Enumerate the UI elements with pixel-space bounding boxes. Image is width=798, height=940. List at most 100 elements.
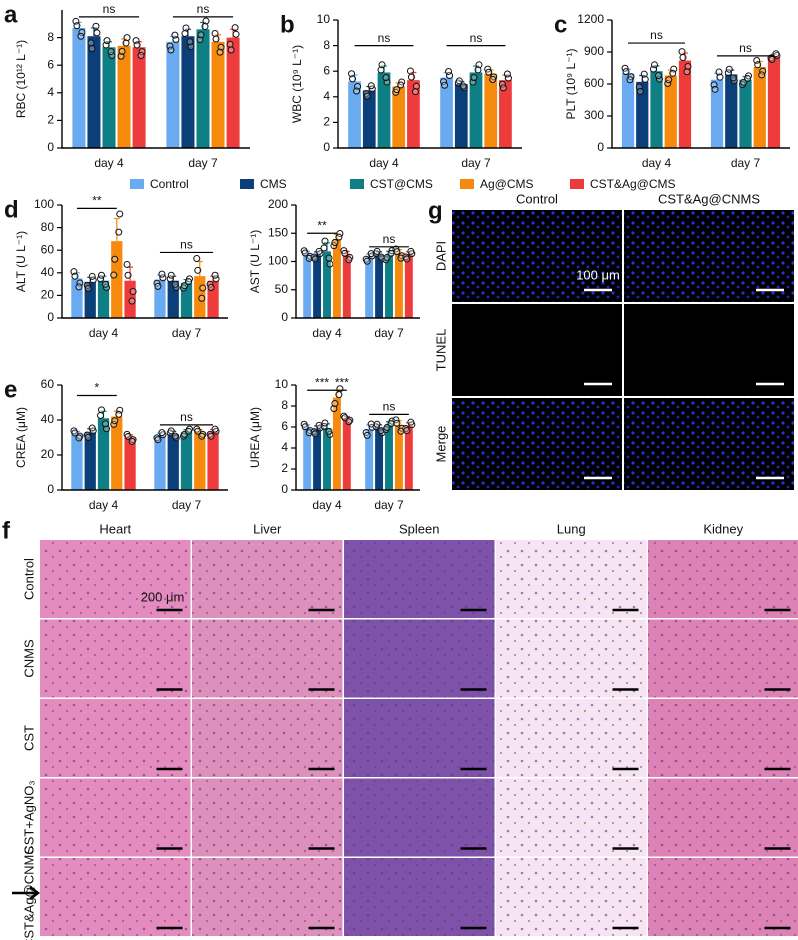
y-tick-label: 20 bbox=[41, 288, 55, 302]
significance-label: ns bbox=[383, 400, 396, 414]
y-tick-label: 40 bbox=[41, 412, 55, 426]
data-dot bbox=[167, 46, 175, 54]
bar bbox=[394, 424, 403, 490]
data-dot bbox=[84, 285, 92, 293]
bar bbox=[71, 278, 83, 318]
y-tick-label: 200 bbox=[268, 197, 288, 211]
data-dot bbox=[669, 69, 677, 77]
y-tick-label: 2 bbox=[281, 461, 288, 475]
x-tick-label: day 7 bbox=[172, 498, 202, 512]
column-header: Control bbox=[516, 191, 558, 206]
data-dot bbox=[115, 228, 123, 236]
data-dot bbox=[678, 48, 686, 56]
data-dot bbox=[475, 61, 483, 69]
data-dot bbox=[403, 427, 411, 435]
histology-texture bbox=[344, 699, 495, 777]
bar bbox=[394, 253, 403, 318]
bar bbox=[484, 73, 498, 148]
bar bbox=[180, 282, 193, 318]
bar bbox=[440, 77, 453, 148]
significance-label: ns bbox=[180, 238, 193, 252]
data-dot bbox=[103, 37, 111, 45]
data-dot bbox=[367, 250, 375, 258]
data-dot bbox=[729, 74, 737, 82]
bar bbox=[407, 80, 420, 148]
significance-label: ** bbox=[92, 194, 102, 208]
histology-texture bbox=[40, 619, 191, 698]
bar bbox=[499, 80, 512, 148]
data-dot bbox=[665, 76, 673, 84]
y-tick-label: 80 bbox=[41, 220, 55, 234]
bar bbox=[154, 279, 166, 318]
data-dot bbox=[754, 61, 762, 69]
data-dot bbox=[383, 253, 391, 261]
panel-letter: c bbox=[554, 11, 567, 38]
data-dot bbox=[124, 271, 132, 279]
column-header: Kidney bbox=[703, 521, 743, 536]
y-tick-label: 0 bbox=[47, 140, 54, 154]
panel-letter: g bbox=[428, 197, 443, 224]
bar bbox=[342, 418, 351, 490]
micrograph-cells bbox=[624, 210, 794, 302]
bar bbox=[196, 29, 210, 148]
data-dot bbox=[331, 239, 339, 247]
scale-label: 100 μm bbox=[576, 267, 620, 282]
data-dot bbox=[768, 55, 776, 63]
bar bbox=[404, 425, 413, 490]
data-dot bbox=[341, 414, 349, 422]
bar bbox=[72, 27, 86, 148]
data-dot bbox=[76, 279, 84, 287]
bar bbox=[181, 36, 195, 148]
histology-texture bbox=[344, 778, 495, 857]
legend-swatch bbox=[240, 179, 254, 189]
panel-letter: f bbox=[2, 517, 11, 544]
data-dot bbox=[640, 70, 648, 78]
data-dot bbox=[301, 249, 309, 257]
y-axis-label: CREA (μM) bbox=[14, 407, 28, 468]
significance-label: ns bbox=[739, 41, 752, 55]
data-dot bbox=[474, 66, 482, 74]
data-dot bbox=[353, 87, 361, 95]
histology-texture bbox=[496, 699, 647, 777]
bar bbox=[124, 280, 136, 318]
data-dot bbox=[367, 82, 375, 90]
column-header: CST&Ag@CNMS bbox=[658, 191, 760, 206]
data-dot bbox=[321, 419, 329, 427]
bar bbox=[154, 435, 166, 490]
data-dot bbox=[181, 282, 188, 290]
bar bbox=[636, 81, 649, 148]
data-dot bbox=[84, 434, 92, 441]
bar bbox=[84, 432, 96, 490]
bar bbox=[211, 41, 225, 148]
bar bbox=[454, 84, 468, 148]
data-dot bbox=[348, 70, 356, 78]
micrograph bbox=[624, 304, 794, 396]
data-dot bbox=[154, 282, 162, 290]
legend-label: Control bbox=[150, 177, 189, 191]
legend-label: CMS bbox=[260, 177, 287, 191]
bar bbox=[87, 36, 101, 148]
bar bbox=[167, 434, 179, 490]
data-dot bbox=[335, 233, 343, 241]
row-label: CST&Ag@CNMS bbox=[21, 846, 36, 940]
x-tick-label: day 7 bbox=[188, 156, 218, 170]
data-dot bbox=[167, 271, 175, 279]
x-tick-label: day 4 bbox=[89, 498, 119, 512]
bar bbox=[167, 280, 179, 318]
bar bbox=[84, 281, 96, 318]
data-dot bbox=[320, 244, 328, 252]
bar bbox=[207, 432, 219, 490]
data-dot bbox=[636, 87, 644, 95]
data-dot bbox=[397, 81, 405, 89]
data-dot bbox=[97, 411, 104, 419]
y-axis-label: RBC (10¹² L⁻¹) bbox=[14, 40, 28, 118]
scale-label: 200 μm bbox=[141, 589, 185, 604]
panel-letter: b bbox=[280, 11, 295, 38]
row-label: Control bbox=[21, 558, 36, 600]
data-dot bbox=[88, 45, 96, 53]
x-tick-label: day 4 bbox=[312, 498, 342, 512]
data-dot bbox=[128, 437, 136, 445]
histology-texture bbox=[648, 858, 798, 936]
data-dot bbox=[485, 68, 493, 76]
data-dot bbox=[158, 270, 166, 278]
